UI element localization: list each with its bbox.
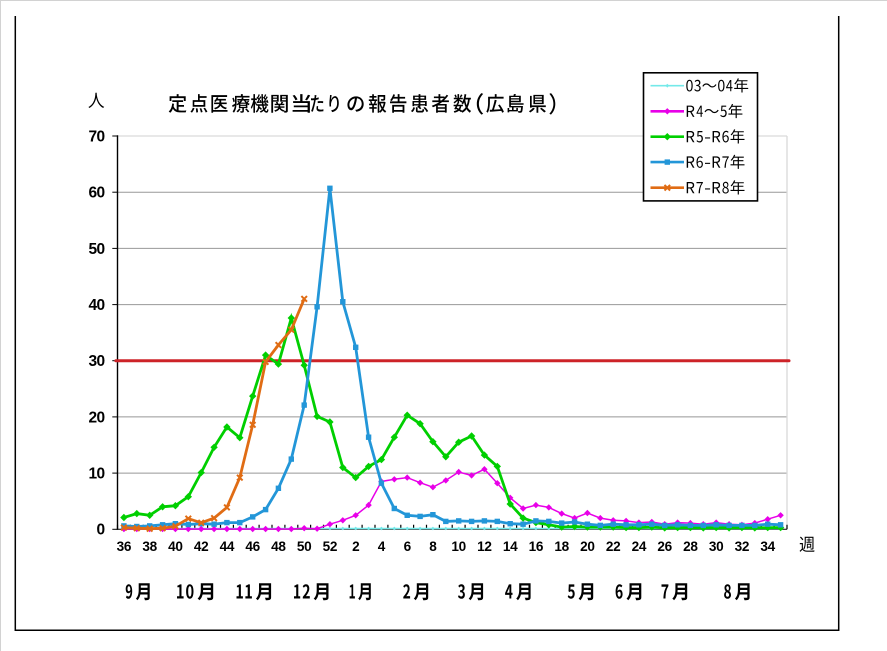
- svg-text:46: 46: [245, 539, 260, 554]
- svg-text:48: 48: [271, 539, 286, 554]
- svg-text:50: 50: [88, 241, 104, 258]
- svg-text:20: 20: [580, 539, 595, 554]
- svg-text:18: 18: [554, 539, 569, 554]
- svg-text:70: 70: [88, 128, 104, 145]
- svg-text:6: 6: [404, 539, 412, 554]
- svg-text:50: 50: [297, 539, 312, 554]
- svg-text:34: 34: [760, 539, 775, 554]
- svg-text:44: 44: [220, 539, 235, 554]
- svg-text:0: 0: [96, 522, 104, 539]
- svg-text:60: 60: [88, 185, 104, 202]
- svg-text:32: 32: [735, 539, 750, 554]
- svg-text:38: 38: [142, 539, 157, 554]
- svg-text:16: 16: [529, 539, 544, 554]
- svg-text:40: 40: [88, 297, 104, 314]
- svg-text:14: 14: [503, 539, 518, 554]
- svg-text:40: 40: [168, 539, 183, 554]
- svg-text:30: 30: [709, 539, 724, 554]
- svg-text:30: 30: [88, 353, 104, 370]
- svg-text:20: 20: [88, 409, 104, 426]
- svg-text:2: 2: [352, 539, 360, 554]
- svg-text:12: 12: [477, 539, 492, 554]
- svg-text:42: 42: [194, 539, 209, 554]
- svg-text:22: 22: [606, 539, 621, 554]
- svg-text:10: 10: [451, 539, 466, 554]
- svg-text:10: 10: [88, 466, 104, 483]
- svg-text:4: 4: [378, 539, 386, 554]
- svg-text:28: 28: [683, 539, 698, 554]
- svg-text:8: 8: [429, 539, 437, 554]
- svg-text:52: 52: [323, 539, 338, 554]
- svg-text:36: 36: [117, 539, 132, 554]
- svg-text:24: 24: [632, 539, 647, 554]
- svg-text:26: 26: [657, 539, 672, 554]
